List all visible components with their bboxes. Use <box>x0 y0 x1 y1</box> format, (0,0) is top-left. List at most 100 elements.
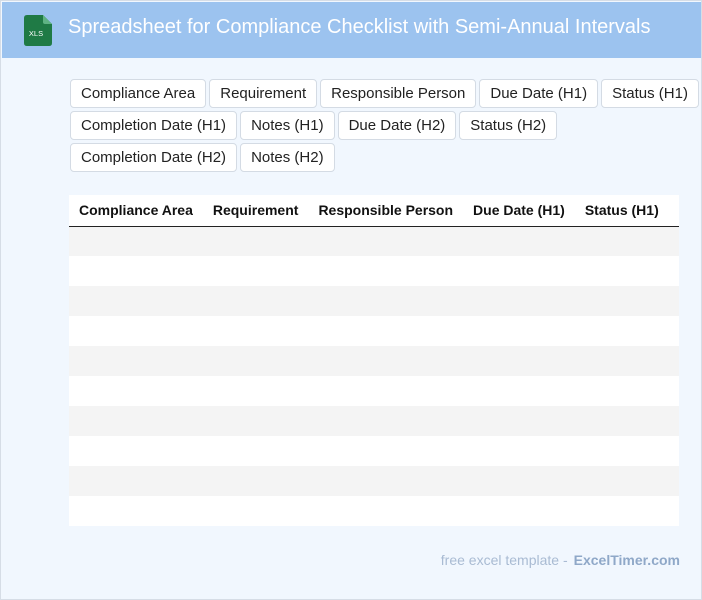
table-cell[interactable] <box>574 346 669 376</box>
column-chip[interactable]: Requirement <box>209 79 318 108</box>
table-cell[interactable] <box>69 436 203 466</box>
table-cell[interactable] <box>463 466 575 496</box>
table-cell[interactable] <box>308 496 464 526</box>
table-row: ... <box>69 286 679 316</box>
table-cell[interactable] <box>69 406 203 436</box>
column-header[interactable]: Responsible Person <box>308 195 464 227</box>
table-cell[interactable] <box>308 256 464 286</box>
table-cell[interactable] <box>308 466 464 496</box>
table-cell[interactable] <box>202 256 309 286</box>
table-cell[interactable] <box>69 226 203 256</box>
table-cell-overflow: ... <box>668 256 679 286</box>
table-cell-overflow: ... <box>668 346 679 376</box>
table-cell[interactable] <box>202 376 309 406</box>
table-row: ... <box>69 496 679 526</box>
column-header[interactable]: Requirement <box>202 195 309 227</box>
table-cell[interactable] <box>69 316 203 346</box>
table-cell[interactable] <box>202 226 309 256</box>
table-cell[interactable] <box>69 496 203 526</box>
footer-brand-link[interactable]: ExcelTimer.com <box>573 552 680 568</box>
column-chip[interactable]: Responsible Person <box>320 79 477 108</box>
table-row: ... <box>69 376 679 406</box>
table-cell-overflow: ... <box>668 406 679 436</box>
table-cell[interactable] <box>574 496 669 526</box>
table-row: ... <box>69 406 679 436</box>
table-cell[interactable] <box>69 256 203 286</box>
table-cell[interactable] <box>574 256 669 286</box>
column-chip[interactable]: Notes (H1) <box>240 111 335 140</box>
column-chip[interactable]: Status (H1) <box>601 79 699 108</box>
table-cell[interactable] <box>308 346 464 376</box>
table-cell[interactable] <box>202 436 309 466</box>
table-cell[interactable] <box>463 376 575 406</box>
table-row: ... <box>69 226 679 256</box>
table-cell-overflow: ... <box>668 496 679 526</box>
table-row: ... <box>69 346 679 376</box>
table-cell[interactable] <box>463 436 575 466</box>
table-cell[interactable] <box>69 286 203 316</box>
table-cell[interactable] <box>308 316 464 346</box>
table-cell[interactable] <box>463 406 575 436</box>
table-cell[interactable] <box>69 466 203 496</box>
column-header-overflow: ... <box>668 195 679 227</box>
table-cell[interactable] <box>308 226 464 256</box>
header-bar: XLS Spreadsheet for Compliance Checklist… <box>2 2 701 58</box>
column-chip-list: Compliance Area Requirement Responsible Pe… <box>70 79 700 172</box>
table-cell[interactable] <box>574 376 669 406</box>
table-row: ... <box>69 436 679 466</box>
table-row: ... <box>69 466 679 496</box>
table-cell[interactable] <box>202 316 309 346</box>
table-body: .............................. <box>69 226 679 526</box>
table-cell[interactable] <box>308 376 464 406</box>
table-cell[interactable] <box>574 466 669 496</box>
footer-text: free excel template - <box>440 552 568 568</box>
page-title: Spreadsheet for Compliance Checklist wit… <box>68 16 651 38</box>
footer-credit: free excel template - ExcelTimer.com <box>441 552 680 568</box>
table-cell-overflow: ... <box>668 436 679 466</box>
column-header[interactable]: Status (H1) <box>574 195 669 227</box>
checklist-table-container: Compliance Area Requirement Responsible Pe… <box>69 195 679 526</box>
table-header-row: Compliance Area Requirement Responsible Pe… <box>69 195 679 227</box>
table-cell-overflow: ... <box>668 466 679 496</box>
column-header[interactable]: Due Date (H1) <box>463 195 575 227</box>
table-cell[interactable] <box>463 346 575 376</box>
table-cell[interactable] <box>574 226 669 256</box>
column-chip[interactable]: Due Date (H1) <box>479 79 599 108</box>
table-cell[interactable] <box>463 316 575 346</box>
column-chip[interactable]: Completion Date (H2) <box>70 143 238 172</box>
table-cell-overflow: ... <box>668 226 679 256</box>
table-cell-overflow: ... <box>668 376 679 406</box>
table-row: ... <box>69 256 679 286</box>
table-cell[interactable] <box>308 406 464 436</box>
column-chip[interactable]: Completion Date (H1) <box>70 111 238 140</box>
table-cell-overflow: ... <box>668 316 679 346</box>
table-cell[interactable] <box>202 406 309 436</box>
column-header[interactable]: Compliance Area <box>69 195 203 227</box>
table-cell[interactable] <box>202 286 309 316</box>
column-chip[interactable]: Status (H2) <box>459 111 558 140</box>
table-cell[interactable] <box>308 286 464 316</box>
table-cell[interactable] <box>202 496 309 526</box>
table-cell[interactable] <box>69 376 203 406</box>
table-cell[interactable] <box>463 256 575 286</box>
table-cell[interactable] <box>202 346 309 376</box>
excel-file-icon: XLS <box>24 15 52 46</box>
table-cell[interactable] <box>202 466 309 496</box>
column-chip[interactable]: Due Date (H2) <box>337 111 457 140</box>
checklist-table: Compliance Area Requirement Responsible Pe… <box>69 195 679 526</box>
table-cell[interactable] <box>463 286 575 316</box>
excel-icon-label: XLS <box>29 29 43 38</box>
table-cell[interactable] <box>463 496 575 526</box>
column-chip[interactable]: Notes (H2) <box>240 143 335 172</box>
table-cell-overflow: ... <box>668 286 679 316</box>
table-cell[interactable] <box>574 406 669 436</box>
table-cell[interactable] <box>308 436 464 466</box>
table-cell[interactable] <box>574 436 669 466</box>
column-chip[interactable]: Compliance Area <box>70 79 207 108</box>
table-cell[interactable] <box>574 286 669 316</box>
table-cell[interactable] <box>463 226 575 256</box>
table-cell[interactable] <box>574 316 669 346</box>
table-cell[interactable] <box>69 346 203 376</box>
table-row: ... <box>69 316 679 346</box>
